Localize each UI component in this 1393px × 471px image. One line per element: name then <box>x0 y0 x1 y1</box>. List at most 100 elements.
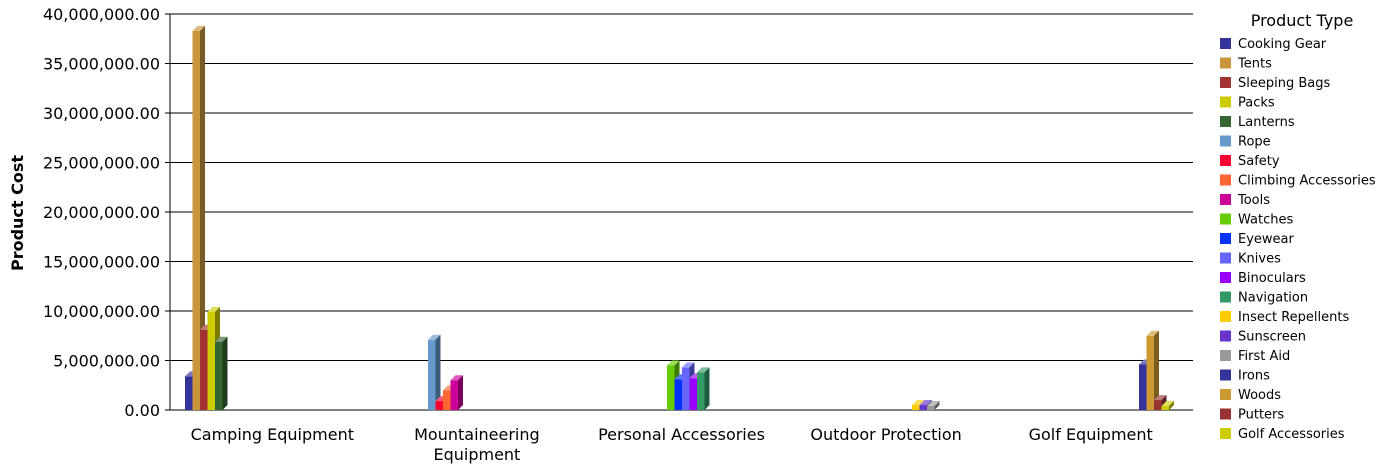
legend-swatch <box>1220 116 1231 127</box>
legend-swatch <box>1220 330 1231 342</box>
bar-top <box>667 360 680 366</box>
legend-label: Putters <box>1238 408 1284 423</box>
bar-front <box>1139 364 1147 410</box>
legend-label: Rope <box>1238 135 1271 150</box>
legend-swatch <box>1220 350 1231 361</box>
y-axis-label: Product Cost <box>8 155 27 271</box>
legend-item: Safety <box>1220 154 1280 169</box>
legend-item: Binoculars <box>1220 271 1306 286</box>
legend-label: Golf Accessories <box>1238 427 1345 442</box>
y-axis: 0.00 5,000,000.00 10,000,000.00 15,000,000.… <box>43 5 171 420</box>
legend-item: Knives <box>1220 252 1281 267</box>
bar-side <box>200 25 205 411</box>
legend-swatch <box>1220 369 1231 381</box>
bar-front <box>435 401 443 410</box>
legend-swatch <box>1220 408 1231 420</box>
legend-item: Tents <box>1220 57 1272 72</box>
legend-swatch <box>1220 77 1231 88</box>
bar-navigation <box>697 367 710 410</box>
legend-item: Tools <box>1220 193 1270 208</box>
legend-item: Eyewear <box>1220 232 1295 247</box>
legend-swatch <box>1220 272 1231 283</box>
legend-item: Putters <box>1220 408 1284 423</box>
legend-swatch <box>1220 252 1231 264</box>
legend-item: Packs <box>1220 96 1275 111</box>
legend-label: Tools <box>1237 193 1270 208</box>
y-tick-label: 40,000,000.00 <box>43 5 160 24</box>
bar-front <box>207 311 215 410</box>
legend-label: Eyewear <box>1238 232 1295 247</box>
bar-side <box>435 334 441 410</box>
bar-front <box>927 406 935 410</box>
bar-top <box>697 367 710 373</box>
legend-label: Sunscreen <box>1238 330 1306 345</box>
bar-front <box>450 380 458 410</box>
legend-label: Insect Repellents <box>1238 310 1349 325</box>
legend-swatch <box>1220 233 1231 244</box>
legend-title: Product Type <box>1251 11 1354 30</box>
legend-swatch <box>1220 428 1231 439</box>
bar-top <box>428 334 441 340</box>
legend-label: Knives <box>1238 252 1281 267</box>
legend-label: Safety <box>1238 154 1280 169</box>
legend-label: Binoculars <box>1238 271 1306 286</box>
bar-front <box>428 339 436 410</box>
bar-top <box>1154 395 1167 401</box>
legend-label: Packs <box>1238 96 1275 111</box>
legend-swatch <box>1220 213 1231 225</box>
legend-item: Golf Accessories <box>1220 427 1345 442</box>
legend-label: Tents <box>1237 57 1272 72</box>
gridlines <box>170 13 1193 411</box>
legend-swatch <box>1220 135 1231 147</box>
bar-first-aid <box>927 401 940 410</box>
y-tick-label: 30,000,000.00 <box>43 104 160 123</box>
bar-front <box>192 30 200 411</box>
y-tick-label: 15,000,000.00 <box>43 253 160 272</box>
legend-item: Irons <box>1220 369 1270 384</box>
y-tick-label: 5,000,000.00 <box>53 352 160 371</box>
bar-top <box>192 25 205 31</box>
legend-label: Navigation <box>1238 291 1308 306</box>
bar-top <box>912 400 925 406</box>
legend-label: Cooking Gear <box>1238 37 1327 52</box>
bar-front <box>674 379 682 410</box>
legend-swatch <box>1220 389 1231 400</box>
legend-swatch <box>1220 38 1231 49</box>
bar-front <box>1154 400 1162 410</box>
bar-woods <box>1146 330 1159 410</box>
category-label: Golf Equipment <box>1029 425 1153 444</box>
y-tick-label: 10,000,000.00 <box>43 302 160 321</box>
legend-label: Sleeping Bags <box>1238 76 1330 91</box>
bar-front <box>667 365 675 410</box>
bar-top <box>682 362 695 368</box>
legend-item: Watches <box>1220 213 1293 228</box>
legend-swatch <box>1220 174 1231 186</box>
legend-item: Climbing Accessories <box>1220 174 1376 189</box>
bars <box>185 25 1174 411</box>
legend-swatch <box>1220 96 1231 108</box>
legend-swatch <box>1220 291 1231 303</box>
bar-front <box>682 367 690 410</box>
bar-side <box>704 367 710 410</box>
legend-item: Sleeping Bags <box>1220 76 1330 91</box>
bar-front <box>912 405 920 410</box>
bar-front <box>1161 406 1169 410</box>
legend-item: Lanterns <box>1220 115 1295 130</box>
category-label: Equipment <box>433 445 520 464</box>
legend-item: First Aid <box>1220 349 1290 364</box>
bar-top <box>450 375 463 381</box>
category-label: Camping Equipment <box>191 425 354 444</box>
bar-front <box>919 405 927 410</box>
bar-side <box>222 336 228 410</box>
category-labels: Camping Equipment MountaineeringEquipment… <box>191 425 1153 464</box>
bar-top <box>215 336 228 342</box>
bar-front <box>185 376 193 410</box>
legend-item: Navigation <box>1220 291 1308 306</box>
bar-top <box>1161 401 1174 407</box>
legend-item: Woods <box>1220 388 1281 403</box>
bar-top <box>919 400 932 406</box>
bar-side <box>1169 401 1174 410</box>
bar-side <box>458 375 463 410</box>
legend-swatch <box>1220 194 1231 205</box>
